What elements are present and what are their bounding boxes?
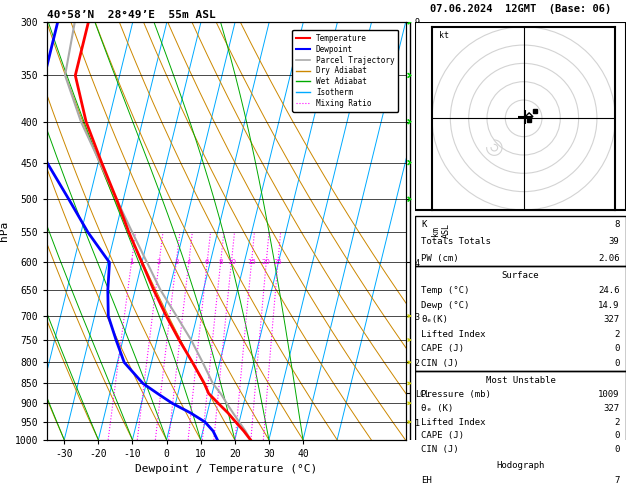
- Bar: [415, 22, 626, 210]
- Text: 0: 0: [614, 359, 620, 368]
- Text: 7: 7: [614, 476, 620, 485]
- Text: 1009: 1009: [598, 390, 620, 399]
- Text: 2: 2: [157, 260, 161, 265]
- Text: θₑ(K): θₑ(K): [421, 315, 448, 324]
- Text: 0: 0: [614, 345, 620, 353]
- Text: 2: 2: [614, 417, 620, 427]
- Text: 8: 8: [614, 220, 620, 229]
- Text: Surface: Surface: [502, 271, 539, 280]
- Text: 327: 327: [603, 404, 620, 413]
- Text: CIN (J): CIN (J): [421, 445, 459, 454]
- Y-axis label: hPa: hPa: [0, 221, 9, 241]
- Text: PW (cm): PW (cm): [421, 254, 459, 262]
- Y-axis label: km
ASL: km ASL: [431, 224, 450, 238]
- Text: Hodograph: Hodograph: [496, 461, 545, 470]
- Text: 8: 8: [218, 260, 223, 265]
- Legend: Temperature, Dewpoint, Parcel Trajectory, Dry Adiabat, Wet Adiabat, Isotherm, Mi: Temperature, Dewpoint, Parcel Trajectory…: [292, 30, 398, 112]
- Bar: [415, 266, 626, 371]
- Text: 24.6: 24.6: [598, 286, 620, 295]
- Bar: [415, 216, 626, 266]
- Text: 39: 39: [609, 237, 620, 246]
- Text: CAPE (J): CAPE (J): [421, 345, 464, 353]
- Text: θₑ (K): θₑ (K): [421, 404, 454, 413]
- Text: EH: EH: [421, 476, 432, 485]
- Text: 327: 327: [603, 315, 620, 324]
- Text: kt: kt: [440, 31, 449, 40]
- Text: Lifted Index: Lifted Index: [421, 417, 486, 427]
- Text: 07.06.2024  12GMT  (Base: 06): 07.06.2024 12GMT (Base: 06): [430, 3, 611, 14]
- Text: Temp (°C): Temp (°C): [421, 286, 470, 295]
- Text: CAPE (J): CAPE (J): [421, 432, 464, 440]
- Text: 14.9: 14.9: [598, 300, 620, 310]
- Text: 6: 6: [205, 260, 209, 265]
- X-axis label: Dewpoint / Temperature (°C): Dewpoint / Temperature (°C): [135, 465, 318, 474]
- Bar: [415, 371, 626, 456]
- Text: 15: 15: [247, 260, 256, 265]
- Bar: [415, 456, 626, 486]
- Text: Lifted Index: Lifted Index: [421, 330, 486, 339]
- Text: CIN (J): CIN (J): [421, 359, 459, 368]
- Text: 0: 0: [614, 432, 620, 440]
- Text: Totals Totals: Totals Totals: [421, 237, 491, 246]
- Text: 2.06: 2.06: [598, 254, 620, 262]
- Text: Dewp (°C): Dewp (°C): [421, 300, 470, 310]
- Text: 40°58’N  28°49’E  55m ASL: 40°58’N 28°49’E 55m ASL: [47, 10, 216, 20]
- Text: 25: 25: [274, 260, 282, 265]
- Text: 3: 3: [174, 260, 179, 265]
- Text: 20: 20: [262, 260, 270, 265]
- Text: K: K: [421, 220, 427, 229]
- Text: 4: 4: [187, 260, 191, 265]
- Text: 1: 1: [129, 260, 134, 265]
- Text: Most Unstable: Most Unstable: [486, 376, 555, 384]
- Text: 0: 0: [614, 445, 620, 454]
- Text: Pressure (mb): Pressure (mb): [421, 390, 491, 399]
- Text: 10: 10: [227, 260, 236, 265]
- Text: 2: 2: [614, 330, 620, 339]
